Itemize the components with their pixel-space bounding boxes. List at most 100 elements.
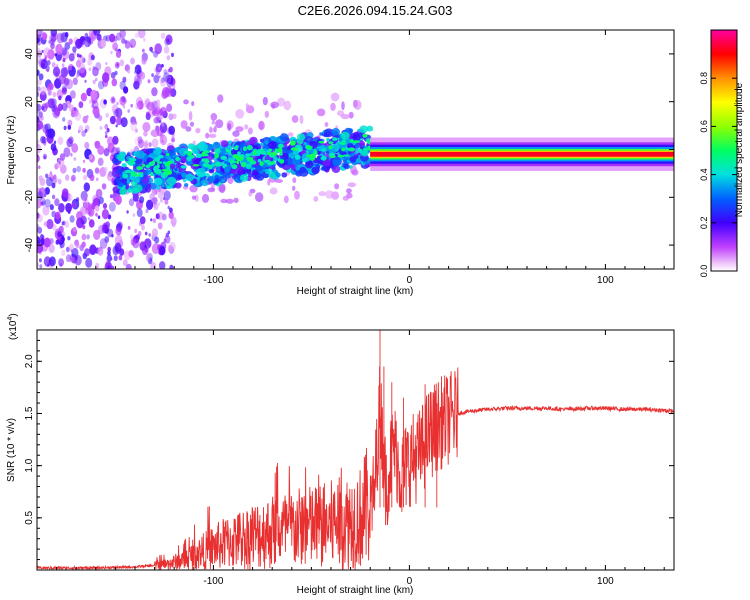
- colorbar-tick-label: 0.8: [699, 72, 709, 85]
- noise-blob: [87, 58, 93, 66]
- noise-blob: [130, 238, 137, 246]
- noise-blob: [46, 86, 50, 92]
- noise-blob: [163, 190, 171, 201]
- signal-core: [180, 165, 187, 169]
- signal-core: [259, 161, 264, 167]
- noise-blob: [283, 100, 292, 111]
- noise-blob: [167, 244, 174, 253]
- signal-blob: [146, 183, 152, 189]
- noise-blob: [48, 83, 53, 89]
- signal-core: [290, 147, 298, 151]
- snr-series-line: [37, 330, 674, 570]
- noise-blob: [104, 236, 110, 243]
- noise-blob: [171, 113, 177, 120]
- noise-blob: [124, 40, 131, 49]
- noise-blob: [130, 44, 133, 48]
- noise-blob: [75, 60, 82, 68]
- noise-blob: [41, 103, 48, 113]
- noise-blob: [47, 128, 55, 139]
- noise-blob: [166, 103, 173, 113]
- noise-blob: [67, 119, 73, 127]
- noise-blob: [84, 128, 88, 133]
- noise-blob: [39, 177, 46, 186]
- noise-blob: [191, 195, 197, 200]
- noise-blob: [164, 38, 170, 46]
- noise-blob: [69, 90, 76, 99]
- signal-blob: [220, 140, 229, 148]
- noise-blob: [334, 183, 340, 190]
- noise-blob: [142, 122, 151, 132]
- noise-blob: [95, 188, 103, 199]
- noise-blob: [73, 107, 77, 111]
- noise-blob: [57, 103, 64, 112]
- noise-blob: [51, 182, 56, 189]
- noise-blob: [127, 266, 130, 269]
- signal-core: [301, 158, 308, 163]
- noise-blob: [167, 230, 171, 235]
- signal-blob: [296, 138, 304, 145]
- noise-blob: [134, 121, 138, 125]
- noise-blob: [159, 78, 166, 87]
- signal-blob: [292, 158, 301, 166]
- noise-blob: [128, 198, 135, 207]
- noise-blob: [139, 241, 147, 251]
- noise-blob: [189, 185, 198, 193]
- noise-blob: [106, 128, 110, 133]
- signal-core: [142, 163, 146, 168]
- noise-blob: [63, 147, 71, 158]
- noise-blob: [62, 220, 66, 226]
- noise-blob: [43, 237, 51, 248]
- noise-blob: [205, 132, 210, 139]
- noise-blob: [65, 246, 70, 253]
- noise-blob: [245, 103, 249, 108]
- signal-core: [348, 147, 356, 152]
- signal-core: [269, 161, 276, 165]
- noise-blob: [194, 194, 199, 202]
- y-tick-label: -40: [24, 237, 35, 252]
- signal-blob: [328, 148, 336, 155]
- noise-blob: [153, 117, 160, 124]
- noise-blob: [61, 63, 65, 68]
- noise-blob: [61, 188, 69, 198]
- signal-blob: [340, 131, 350, 140]
- signal-blob: [163, 149, 168, 154]
- noise-blob: [37, 86, 41, 92]
- noise-blob: [154, 67, 158, 72]
- noise-blob: [127, 109, 130, 113]
- signal-blob: [133, 184, 143, 193]
- signal-core: [214, 153, 219, 159]
- signal-blob: [161, 184, 165, 188]
- signal-blob: [199, 167, 206, 173]
- noise-blob: [107, 246, 111, 252]
- noise-blob: [68, 38, 73, 45]
- noise-blob: [110, 72, 116, 79]
- noise-blob: [115, 107, 123, 118]
- signal-core: [138, 173, 144, 178]
- noise-blob: [55, 43, 63, 55]
- signal-blob: [121, 162, 127, 168]
- signal-blob: [331, 157, 342, 167]
- noise-blob: [84, 197, 87, 202]
- signal-blob: [116, 168, 123, 175]
- noise-blob: [158, 119, 162, 124]
- signal-blob: [200, 179, 209, 187]
- noise-blob: [55, 211, 61, 220]
- signal-blob: [305, 161, 314, 169]
- noise-blob: [155, 99, 161, 109]
- noise-blob: [123, 86, 129, 94]
- signal-core: [328, 145, 333, 150]
- noise-blob: [61, 102, 68, 112]
- noise-blob: [88, 154, 93, 160]
- noise-blob: [137, 230, 142, 237]
- noise-blob: [104, 131, 108, 135]
- noise-blob: [225, 198, 234, 204]
- noise-blob: [167, 205, 170, 210]
- noise-blob: [195, 127, 201, 134]
- signal-blob: [203, 175, 207, 179]
- noise-blob: [121, 96, 126, 103]
- signal-blob: [299, 168, 309, 177]
- signal-core: [366, 138, 371, 143]
- snr-panel: -100 0 100 0.5 1.0 1.5 2.0 Height of straight …: [6, 313, 675, 596]
- signal-blob: [135, 150, 145, 159]
- noise-blob: [153, 203, 159, 211]
